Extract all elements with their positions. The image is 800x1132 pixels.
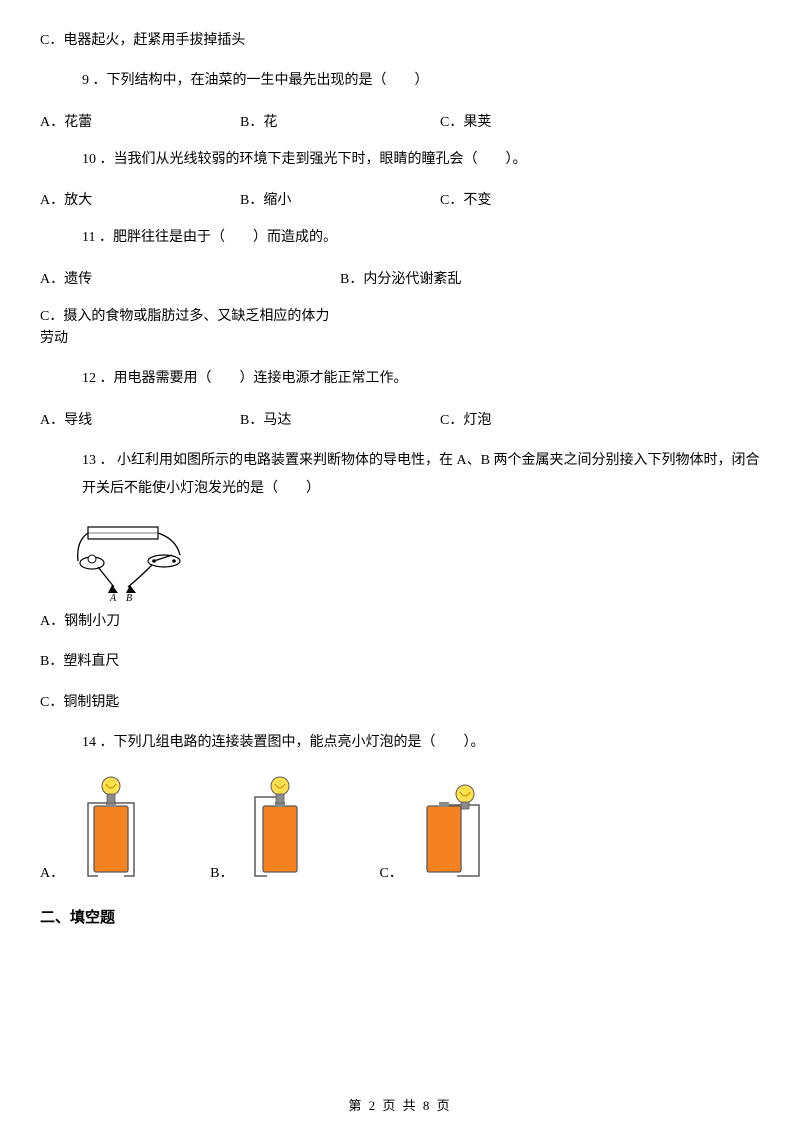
clip-b-label: B bbox=[126, 593, 132, 601]
q12-opt-a[interactable]: A．导线 bbox=[40, 409, 240, 429]
q13-text: 13 ． 小红利用如图所示的电路装置来判断物体的导电性，在 A、B 两个金属夹之… bbox=[40, 447, 760, 503]
page-footer: 第 2 页 共 8 页 bbox=[0, 1095, 800, 1114]
q10-opt-c[interactable]: C．不变 bbox=[440, 189, 640, 209]
battery-figure-b bbox=[239, 772, 319, 882]
clip-a-label: A bbox=[109, 593, 117, 601]
q14-opt-c[interactable]: C． bbox=[379, 772, 488, 882]
q14-opt-a[interactable]: A． bbox=[40, 772, 150, 882]
q9-opt-b[interactable]: B．花 bbox=[240, 111, 440, 131]
q11-opt-c-line1: C．摄入的食物或脂肪过多、又缺乏相应的体力 bbox=[40, 306, 760, 328]
q12-text: 12 ．用电器需要用（ ）连接电源才能正常工作。 bbox=[40, 368, 760, 390]
q11-text: 11 ．肥胖往往是由于（ ）而造成的。 bbox=[40, 227, 760, 249]
q10-options: A．放大 B．缩小 C．不变 bbox=[40, 189, 760, 209]
q14-opt-b[interactable]: B． bbox=[210, 772, 319, 882]
q11-opt-b[interactable]: B．内分泌代谢紊乱 bbox=[340, 268, 640, 288]
option-c-top: C．电器起火，赶紧用手拔掉插头 bbox=[40, 30, 760, 52]
q14-label-b: B． bbox=[210, 862, 233, 882]
q10-opt-b[interactable]: B．缩小 bbox=[240, 189, 440, 209]
q9-opt-a[interactable]: A．花蕾 bbox=[40, 111, 240, 131]
q9-options: A．花蕾 B．花 C．果荚 bbox=[40, 111, 760, 131]
q12-opt-b[interactable]: B．马达 bbox=[240, 409, 440, 429]
q11-opt-a[interactable]: A．遗传 bbox=[40, 268, 340, 288]
q11-opt-c-line2: 劳动 bbox=[40, 328, 760, 350]
q10-text: 10 ．当我们从光线较弱的环境下走到强光下时，眼睛的瞳孔会（ ）。 bbox=[40, 149, 760, 171]
battery-figure-c bbox=[409, 772, 489, 882]
q13-opt-c[interactable]: C．铜制钥匙 bbox=[40, 692, 760, 714]
section-2-title: 二、填空题 bbox=[40, 906, 760, 927]
battery-figure-a bbox=[70, 772, 150, 882]
q12-options: A．导线 B．马达 C．灯泡 bbox=[40, 409, 760, 429]
q9-text: 9 ．下列结构中，在油菜的一生中最先出现的是（ ） bbox=[40, 70, 760, 92]
q13-circuit-figure: A B bbox=[68, 521, 198, 601]
q11-opt-c[interactable]: C．摄入的食物或脂肪过多、又缺乏相应的体力 劳动 bbox=[40, 306, 760, 351]
q10-opt-a[interactable]: A．放大 bbox=[40, 189, 240, 209]
q13-opt-b[interactable]: B．塑料直尺 bbox=[40, 651, 760, 673]
q13-opt-a[interactable]: A．钢制小刀 bbox=[40, 611, 760, 633]
q14-figures: A． B． bbox=[40, 772, 760, 882]
q12-opt-c[interactable]: C．灯泡 bbox=[440, 409, 640, 429]
q14-label-a: A． bbox=[40, 862, 64, 882]
q14-text: 14 ．下列几组电路的连接装置图中，能点亮小灯泡的是（ ）。 bbox=[40, 732, 760, 754]
q14-label-c: C． bbox=[379, 862, 402, 882]
q9-opt-c[interactable]: C．果荚 bbox=[440, 111, 640, 131]
q11-options-ab: A．遗传 B．内分泌代谢紊乱 bbox=[40, 268, 760, 288]
